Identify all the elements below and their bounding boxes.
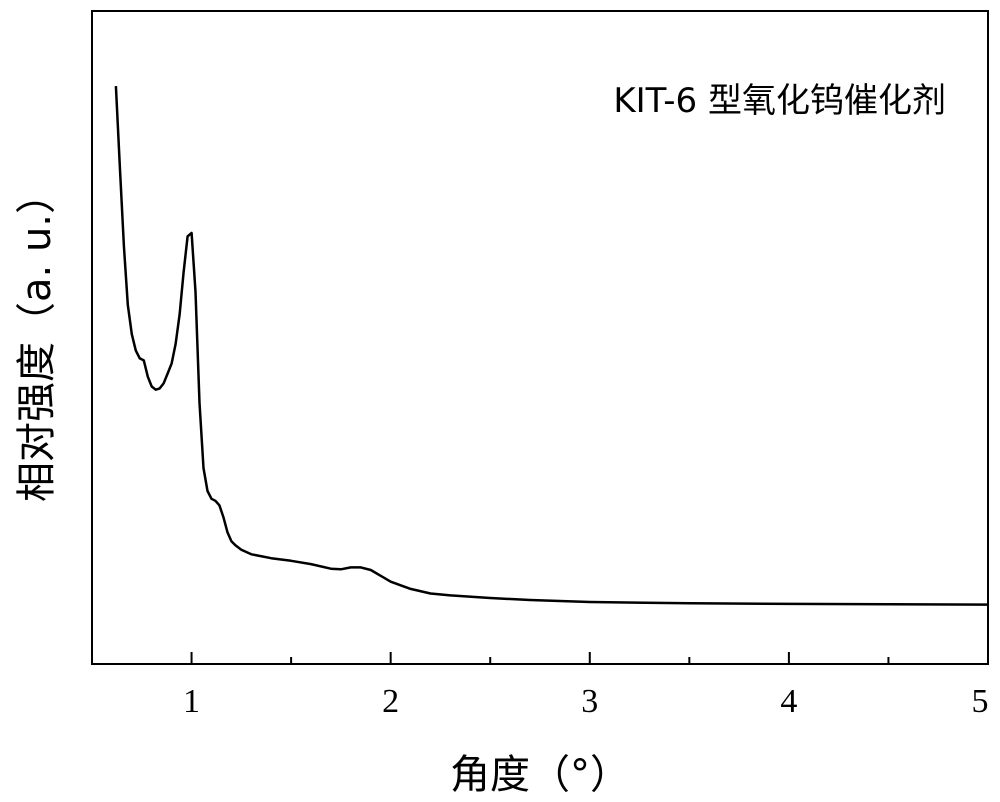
x-tick-label: 2	[382, 683, 399, 720]
legend-label: KIT-6 型氧化钨催化剂	[613, 81, 946, 121]
x-tick-label: 4	[780, 683, 797, 720]
x-axis-title: 角度（°）	[450, 752, 630, 798]
x-tick-label: 3	[581, 683, 598, 720]
series-line-kit6	[116, 86, 988, 605]
x-axis-tick-labels: 1 2 3 4 5	[183, 683, 988, 720]
x-tick-label: 1	[183, 683, 200, 720]
y-axis-title: 相对强度（a. u.）	[14, 174, 60, 502]
x-axis-ticks	[192, 652, 988, 664]
x-tick-label: 5	[972, 683, 989, 720]
